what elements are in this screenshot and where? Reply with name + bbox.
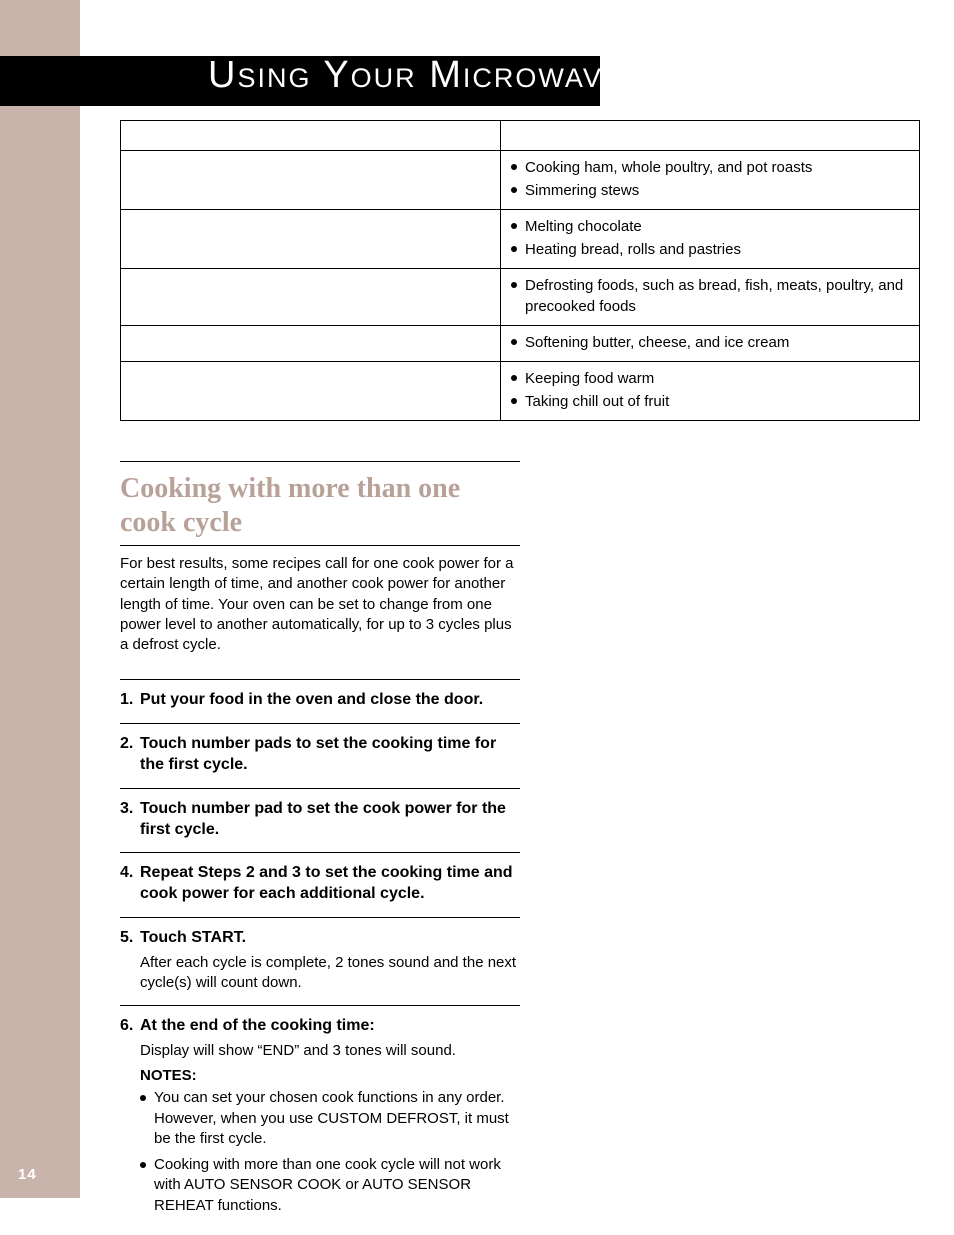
table-cell (121, 151, 501, 210)
table-cell: Defrosting foods, such as bread, fish, m… (501, 269, 920, 326)
table-row: Keeping food warm Taking chill out of fr… (121, 362, 920, 421)
bullet-icon (511, 398, 517, 404)
table-cell (121, 362, 501, 421)
bullet-icon (511, 246, 517, 252)
use-text: Melting chocolate (525, 216, 909, 237)
table-row: Defrosting foods, such as bread, fish, m… (121, 269, 920, 326)
use-text: Simmering stews (525, 180, 909, 201)
section-heading: Cooking with more than one cook cycle (120, 462, 520, 545)
step-number: 6. (120, 1016, 140, 1037)
step: 5.Touch START. After each cycle is compl… (120, 917, 520, 1005)
bullet-icon (511, 164, 517, 170)
step-title: At the end of the cooking time: (140, 1016, 520, 1037)
table-row: Cooking ham, whole poultry, and pot roas… (121, 151, 920, 210)
content-area: Cooking ham, whole poultry, and pot roas… (120, 120, 920, 1234)
step-number: 5. (120, 928, 140, 949)
bullet-icon (511, 282, 517, 288)
step-number: 1. (120, 690, 140, 711)
section-column: Cooking with more than one cook cycle Fo… (120, 461, 520, 1234)
step: 6.At the end of the cooking time: Displa… (120, 1005, 520, 1234)
note-item: Cooking with more than one cook cycle wi… (120, 1155, 520, 1216)
bullet-icon (511, 339, 517, 345)
sidebar-wave (0, 38, 80, 1198)
notes-label: NOTES: (120, 1061, 520, 1088)
sidebar-tab (0, 0, 80, 38)
note-text: Cooking with more than one cook cycle wi… (154, 1155, 520, 1216)
step: 3.Touch number pad to set the cook power… (120, 788, 520, 853)
page-number: 14 (18, 1166, 37, 1183)
table-cell (501, 121, 920, 151)
step-title: Repeat Steps 2 and 3 to set the cooking … (140, 863, 520, 905)
step-body: Display will show “END” and 3 tones will… (120, 1037, 520, 1061)
bullet-icon (140, 1095, 146, 1101)
table-cell: Keeping food warm Taking chill out of fr… (501, 362, 920, 421)
table-cell (121, 121, 501, 151)
use-text: Defrosting foods, such as bread, fish, m… (525, 275, 909, 317)
table-cell: Softening butter, cheese, and ice cream (501, 326, 920, 362)
note-item: You can set your chosen cook functions i… (120, 1088, 520, 1149)
use-text: Keeping food warm (525, 368, 909, 389)
step: 4.Repeat Steps 2 and 3 to set the cookin… (120, 852, 520, 917)
note-text: You can set your chosen cook functions i… (154, 1088, 520, 1149)
step-number: 3. (120, 799, 140, 841)
step-title: Touch number pad to set the cook power f… (140, 799, 520, 841)
step-body: After each cycle is complete, 2 tones so… (120, 949, 520, 994)
table-cell: Melting chocolate Heating bread, rolls a… (501, 210, 920, 269)
table-row: Melting chocolate Heating bread, rolls a… (121, 210, 920, 269)
step: 2.Touch number pads to set the cooking t… (120, 723, 520, 788)
use-text: Softening butter, cheese, and ice cream (525, 332, 909, 353)
table-row: Softening butter, cheese, and ice cream (121, 326, 920, 362)
use-text: Taking chill out of fruit (525, 391, 909, 412)
table-cell: Cooking ham, whole poultry, and pot roas… (501, 151, 920, 210)
bullet-icon (140, 1162, 146, 1168)
bullet-icon (511, 375, 517, 381)
step-title: Touch START. (140, 928, 520, 949)
page-title: Using Your Microwave Oven (208, 54, 729, 97)
step-number: 4. (120, 863, 140, 905)
step: 1.Put your food in the oven and close th… (120, 679, 520, 723)
use-text: Cooking ham, whole poultry, and pot roas… (525, 157, 909, 178)
table-cell (121, 326, 501, 362)
step-title: Put your food in the oven and close the … (140, 690, 520, 711)
power-uses-table: Cooking ham, whole poultry, and pot roas… (120, 120, 920, 421)
use-text: Heating bread, rolls and pastries (525, 239, 909, 260)
step-number: 2. (120, 734, 140, 776)
bullet-icon (511, 223, 517, 229)
table-cell (121, 269, 501, 326)
table-cell (121, 210, 501, 269)
step-title: Touch number pads to set the cooking tim… (140, 734, 520, 776)
bullet-icon (511, 187, 517, 193)
table-row (121, 121, 920, 151)
section-intro: For best results, some recipes call for … (120, 546, 520, 679)
